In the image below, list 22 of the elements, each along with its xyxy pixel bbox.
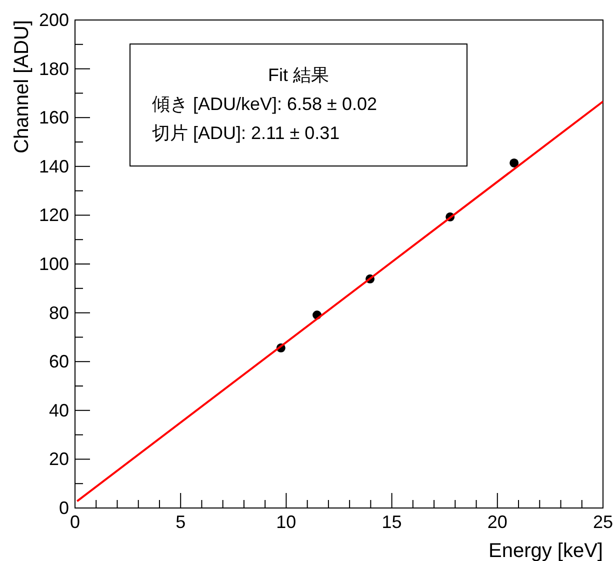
point xyxy=(510,158,519,168)
y-tick-label: 80 xyxy=(48,302,69,323)
y-tick-label: 100 xyxy=(38,254,69,274)
y-tick-label: 140 xyxy=(38,156,69,176)
x-tick-label: 20 xyxy=(487,512,508,532)
y-tick-label: 0 xyxy=(58,498,69,518)
annotation: 切片 [ADU]: 2.11 ± 0.31 xyxy=(152,123,340,143)
x-axis-title: Energy [keV] xyxy=(488,540,603,561)
y-tick-label: 180 xyxy=(38,58,69,79)
y-tick-label: 60 xyxy=(48,352,69,372)
x-tick-label: 25 xyxy=(592,512,613,532)
x-tick-label: 15 xyxy=(382,512,402,532)
y-axis-title: Channel [ADU] xyxy=(11,20,33,154)
annotation: Fit 結果 xyxy=(268,65,329,85)
y-tick-label: 200 xyxy=(38,10,69,30)
y-tick-label: 40 xyxy=(48,400,69,420)
annotation: 傾き [ADU/keV]: 6.58 ± 0.02 xyxy=(152,94,377,114)
x-tick-label: 10 xyxy=(276,512,296,532)
y-tick-label: 20 xyxy=(48,449,69,470)
y-tick-label: 120 xyxy=(38,205,69,226)
y-tick-label: 160 xyxy=(38,108,69,128)
x-tick-label: 5 xyxy=(176,512,186,532)
